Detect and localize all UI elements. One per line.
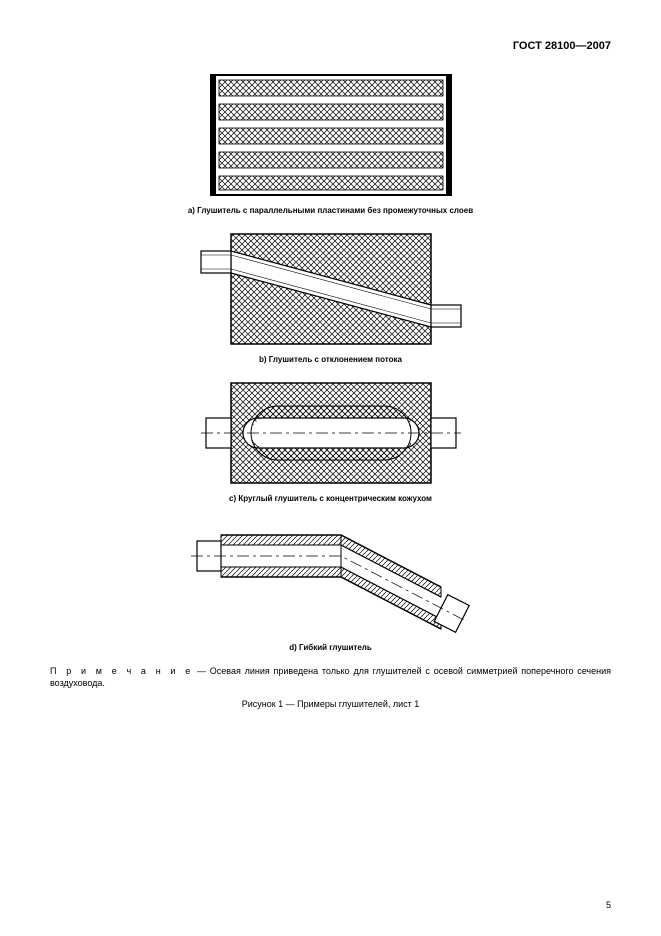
note: П р и м е ч а н и е — Осевая линия приве… bbox=[50, 666, 611, 689]
page: ГОСТ 28100—2007 а) Глушитель с параллель… bbox=[0, 0, 661, 936]
page-number: 5 bbox=[606, 900, 611, 910]
figure-a-svg bbox=[201, 70, 461, 200]
figure-b: b) Глушитель с отклонением потока bbox=[50, 229, 611, 364]
figure-a: а) Глушитель с параллельными пластинами … bbox=[50, 70, 611, 215]
figure-d-caption: d) Гибкий глушитель bbox=[50, 643, 611, 652]
figure-c-svg bbox=[201, 378, 461, 488]
main-figure-caption: Рисунок 1 — Примеры глушителей, лист 1 bbox=[50, 699, 611, 709]
figure-d-svg bbox=[191, 517, 471, 637]
figure-b-svg bbox=[191, 229, 471, 349]
figure-b-caption: b) Глушитель с отклонением потока bbox=[50, 355, 611, 364]
note-label: П р и м е ч а н и е bbox=[50, 666, 193, 676]
document-header: ГОСТ 28100—2007 bbox=[50, 40, 611, 52]
figure-c-caption: с) Круглый глушитель с концентрическим к… bbox=[50, 494, 611, 503]
figure-c: с) Круглый глушитель с концентрическим к… bbox=[50, 378, 611, 503]
figure-d: d) Гибкий глушитель bbox=[50, 517, 611, 652]
figure-a-caption: а) Глушитель с параллельными пластинами … bbox=[50, 206, 611, 215]
standard-number: ГОСТ 28100—2007 bbox=[513, 40, 611, 52]
